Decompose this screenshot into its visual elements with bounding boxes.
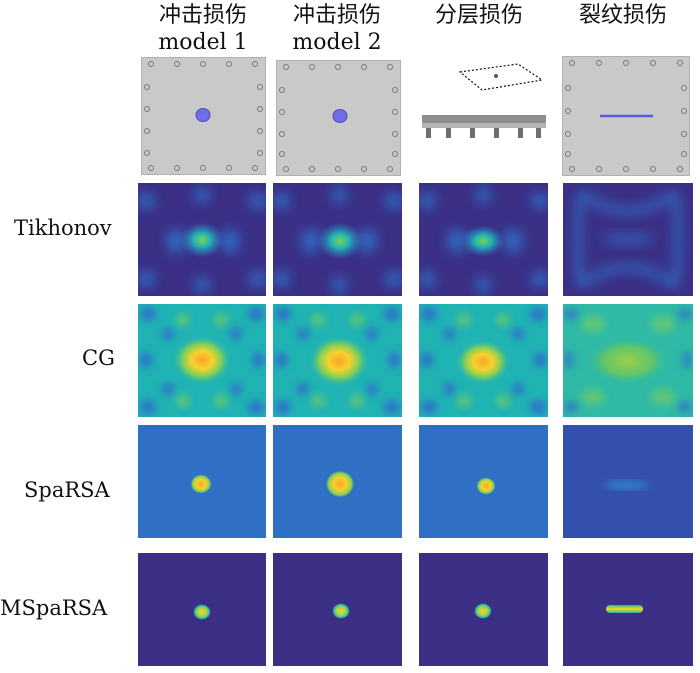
row-label-tikhonov: Tikhonov bbox=[14, 216, 112, 240]
msparsa-delamination-map bbox=[419, 553, 548, 666]
sparsa-hotspot bbox=[325, 470, 355, 498]
tikhonov-hotspot bbox=[180, 222, 224, 258]
msparsa-hotspot bbox=[193, 604, 211, 620]
row-label-sparsa: SpaRSA bbox=[24, 478, 110, 502]
tikhonov-impact-1-map bbox=[138, 183, 266, 296]
cg-impact-2-map bbox=[273, 304, 402, 417]
impact-model-2-plate bbox=[276, 60, 401, 176]
sparsa-hotspot bbox=[605, 481, 649, 489]
delamination-model bbox=[418, 52, 548, 182]
cg-hotspot bbox=[308, 335, 370, 387]
column-header-2-line1: 冲击损伤 bbox=[292, 3, 381, 28]
msparsa-impact-2-map bbox=[273, 553, 402, 666]
msparsa-impact-1-map bbox=[138, 553, 266, 666]
cg-impact-1-map bbox=[138, 304, 266, 417]
sparsa-impact-2-map bbox=[273, 425, 402, 538]
column-header-2-line2: model 2 bbox=[292, 30, 382, 55]
cg-hotspot bbox=[455, 339, 511, 385]
column-header-2: 冲击损伤 model 2 bbox=[276, 2, 398, 56]
msparsa-crack-map bbox=[563, 553, 693, 666]
sparsa-hotspot bbox=[190, 474, 212, 494]
crack-model-plate bbox=[562, 56, 690, 176]
side-view-bar bbox=[422, 115, 546, 123]
row-label-msparsa: MSpaRSA bbox=[0, 596, 108, 620]
impact-damage-marker bbox=[332, 109, 348, 123]
msparsa-hotspot bbox=[474, 603, 492, 619]
column-header-3: 分层损伤 bbox=[418, 2, 540, 29]
row-label-cg: CG bbox=[82, 346, 115, 370]
delamination-plate-outline bbox=[458, 63, 544, 91]
sparsa-impact-1-map bbox=[138, 425, 266, 538]
column-header-3-line1: 分层损伤 bbox=[434, 3, 523, 28]
impact-damage-marker bbox=[195, 108, 211, 122]
column-header-4-line1: 裂纹损伤 bbox=[578, 3, 667, 28]
cg-hotspot bbox=[586, 337, 670, 385]
tikhonov-hotspot bbox=[317, 222, 363, 260]
sparsa-hotspot bbox=[476, 477, 496, 495]
msparsa-hotspot bbox=[606, 605, 643, 613]
tikhonov-hotspot bbox=[461, 225, 505, 257]
column-header-1-line2: model 1 bbox=[158, 30, 248, 55]
cg-crack-map bbox=[563, 304, 693, 417]
tikhonov-impact-2-map bbox=[273, 183, 402, 296]
column-header-1-line1: 冲击损伤 bbox=[158, 3, 247, 28]
column-header-1: 冲击损伤 model 1 bbox=[142, 2, 264, 56]
sparsa-crack-map bbox=[563, 425, 693, 538]
sparsa-delamination-map bbox=[419, 425, 548, 538]
column-header-4: 裂纹损伤 bbox=[562, 2, 684, 29]
tikhonov-crack-map bbox=[563, 183, 693, 296]
cg-delamination-map bbox=[419, 304, 548, 417]
cg-hotspot bbox=[172, 335, 232, 385]
tikhonov-hotspot bbox=[602, 231, 654, 247]
tikhonov-delamination-map bbox=[419, 183, 548, 296]
msparsa-hotspot bbox=[332, 603, 350, 619]
impact-model-1-plate bbox=[141, 57, 266, 175]
